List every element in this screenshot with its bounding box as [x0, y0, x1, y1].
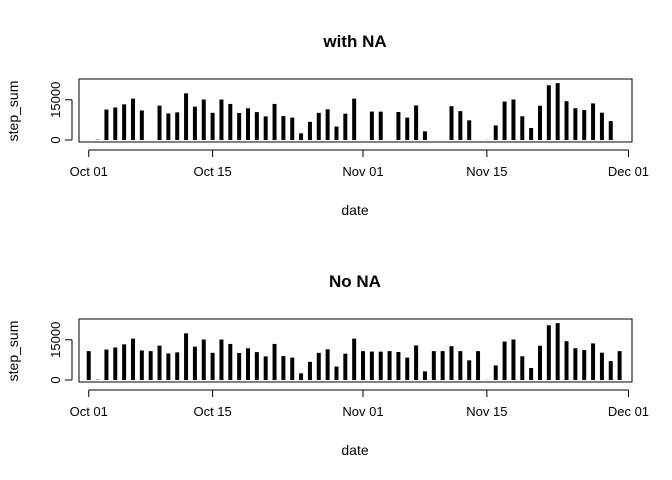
plot-frame: [78, 78, 633, 143]
y-axis-label: step_sum: [5, 321, 21, 382]
x-axis-label: date: [341, 442, 368, 458]
x-tick-label: Oct 15: [193, 164, 231, 179]
bar-series: [95, 83, 613, 140]
y-axis: 0 15000: [48, 322, 73, 384]
bar-series: [86, 323, 622, 380]
panel-no-na: No NA Oct 01 Oct 15 Nov 01 Nov 15 Dec 01 0 15…: [5, 272, 649, 458]
x-tick-label: Nov 15: [466, 164, 507, 179]
y-tick-label: 0: [48, 376, 63, 383]
x-axis-label: date: [341, 202, 368, 218]
x-tick-label: Oct 01: [70, 404, 108, 419]
x-axis: Oct 01 Oct 15 Nov 01 Nov 15 Dec 01: [70, 149, 649, 179]
chart-title: with NA: [322, 32, 386, 51]
panel-with-na: with NA Oct 01 Oct 15 Nov 01 Nov 15 Dec 01 0…: [5, 32, 649, 218]
y-tick-label: 0: [48, 136, 63, 143]
x-tick-label: Nov 15: [466, 404, 507, 419]
y-tick-label: 15000: [48, 82, 63, 118]
x-tick-label: Dec 01: [608, 164, 649, 179]
y-tick-label: 15000: [48, 322, 63, 358]
x-tick-label: Nov 01: [342, 404, 383, 419]
x-axis: Oct 01 Oct 15 Nov 01 Nov 15 Dec 01: [70, 389, 649, 419]
x-tick-label: Oct 15: [193, 404, 231, 419]
x-tick-label: Oct 01: [70, 164, 108, 179]
plot-frame: [78, 318, 633, 383]
x-tick-label: Dec 01: [608, 404, 649, 419]
x-tick-label: Nov 01: [342, 164, 383, 179]
y-axis: 0 15000: [48, 82, 73, 144]
chart-title: No NA: [329, 272, 381, 291]
y-axis-label: step_sum: [5, 81, 21, 142]
